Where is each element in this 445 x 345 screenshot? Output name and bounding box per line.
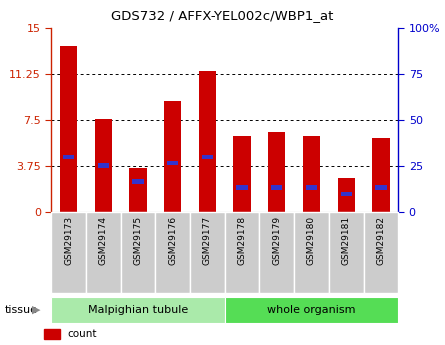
Text: GSM29180: GSM29180 bbox=[307, 216, 316, 265]
FancyBboxPatch shape bbox=[259, 212, 294, 293]
Bar bbox=[129, 168, 147, 212]
Text: count: count bbox=[68, 329, 97, 339]
FancyBboxPatch shape bbox=[51, 297, 225, 323]
Bar bbox=[167, 161, 178, 165]
Bar bbox=[202, 155, 213, 159]
Bar bbox=[338, 178, 355, 212]
Bar bbox=[375, 185, 387, 190]
Text: GSM29173: GSM29173 bbox=[64, 216, 73, 265]
Bar bbox=[271, 185, 283, 190]
Bar bbox=[63, 155, 74, 159]
Text: GSM29181: GSM29181 bbox=[342, 216, 351, 265]
Bar bbox=[198, 71, 216, 212]
Bar bbox=[236, 185, 248, 190]
Bar bbox=[132, 179, 144, 184]
Text: whole organism: whole organism bbox=[267, 305, 356, 315]
Bar bbox=[234, 136, 251, 212]
Bar bbox=[372, 138, 390, 212]
Text: GDS732 / AFFX-YEL002c/WBP1_at: GDS732 / AFFX-YEL002c/WBP1_at bbox=[111, 9, 334, 22]
Text: GSM29177: GSM29177 bbox=[203, 216, 212, 265]
Text: GSM29174: GSM29174 bbox=[99, 216, 108, 265]
FancyBboxPatch shape bbox=[225, 212, 259, 293]
Text: GSM29179: GSM29179 bbox=[272, 216, 281, 265]
FancyBboxPatch shape bbox=[329, 212, 364, 293]
FancyBboxPatch shape bbox=[51, 212, 86, 293]
Text: tissue: tissue bbox=[4, 305, 37, 315]
FancyBboxPatch shape bbox=[190, 212, 225, 293]
Text: GSM29178: GSM29178 bbox=[238, 216, 247, 265]
Text: ▶: ▶ bbox=[32, 305, 40, 315]
FancyBboxPatch shape bbox=[364, 212, 398, 293]
Bar bbox=[340, 191, 352, 196]
FancyBboxPatch shape bbox=[86, 212, 121, 293]
Bar bbox=[97, 163, 109, 168]
Bar bbox=[164, 101, 182, 212]
Text: GSM29175: GSM29175 bbox=[134, 216, 142, 265]
Bar bbox=[60, 46, 77, 212]
Text: Malpighian tubule: Malpighian tubule bbox=[88, 305, 188, 315]
Text: GSM29176: GSM29176 bbox=[168, 216, 177, 265]
FancyBboxPatch shape bbox=[155, 212, 190, 293]
Bar bbox=[44, 329, 60, 339]
Bar bbox=[268, 132, 286, 212]
Text: GSM29182: GSM29182 bbox=[376, 216, 385, 265]
FancyBboxPatch shape bbox=[225, 297, 398, 323]
Bar bbox=[303, 136, 320, 212]
Bar bbox=[95, 119, 112, 212]
Bar bbox=[306, 185, 317, 190]
FancyBboxPatch shape bbox=[294, 212, 329, 293]
FancyBboxPatch shape bbox=[121, 212, 155, 293]
